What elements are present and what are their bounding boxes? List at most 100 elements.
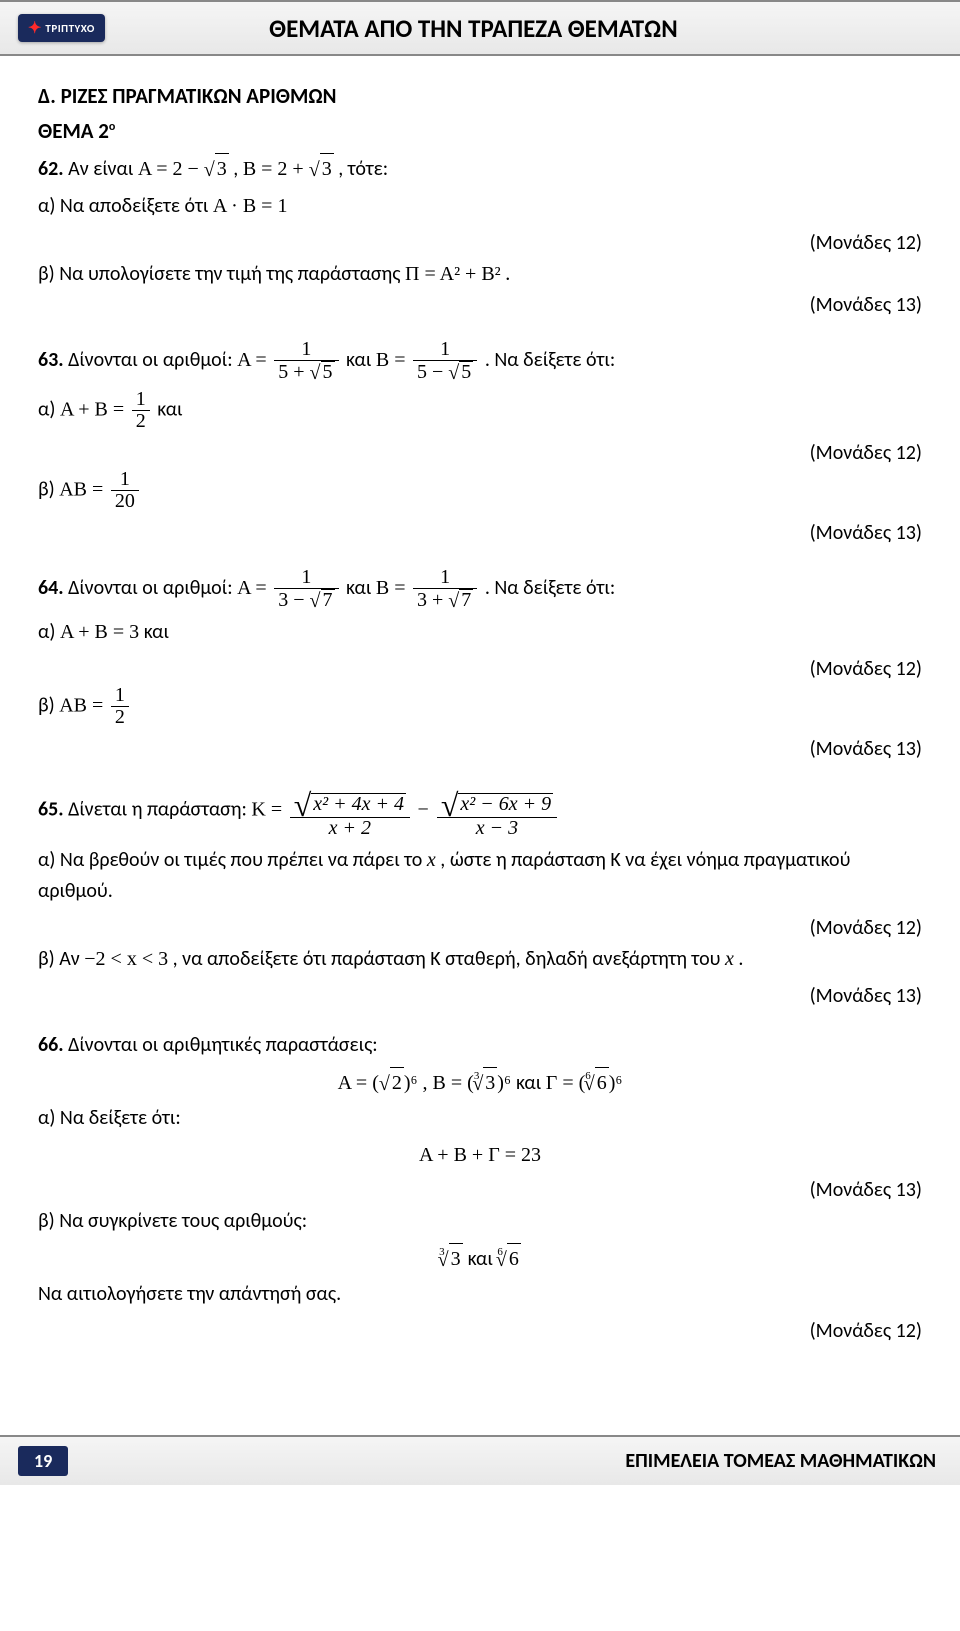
expr: ΑΒ = xyxy=(59,694,103,716)
numerator: 1 xyxy=(132,389,150,411)
denominator: 5 − 5 xyxy=(413,361,477,383)
question-62: 62. Αν είναι Α = 2 − 3 , Β = 2 + 3 , τότ… xyxy=(38,153,922,321)
tail: , τότε: xyxy=(334,157,388,181)
tail: και xyxy=(153,397,183,421)
numerator: 1 xyxy=(413,567,477,589)
q64-b: β) ΑΒ = 1 2 xyxy=(38,685,922,728)
numerator: 1 xyxy=(274,567,338,589)
b-eq: Β = xyxy=(376,349,406,371)
radicand: 3 xyxy=(449,1243,463,1275)
page-title: ΘΕΜΑΤΑ ΑΠΟ ΤΗΝ ΤΡΑΠΕΖΑ ΘΕΜΑΤΩΝ xyxy=(105,13,942,44)
q66-number: 66. xyxy=(38,1033,64,1057)
denominator: 3 − 7 xyxy=(274,589,338,611)
footer-text: ΕΠΙΜΕΛΕΙΑ ΤΟΜΕΑΣ ΜΑΘΗΜΑΤΙΚΩΝ xyxy=(68,1449,942,1473)
b-eq: Β = xyxy=(433,1072,468,1094)
q66-b: β) Να συγκρίνετε τους αριθμούς: xyxy=(38,1206,922,1237)
text: Δίνονται οι αριθμοί: xyxy=(64,576,237,600)
expr: Π = Α² + Β² xyxy=(405,263,501,285)
q64-a: α) Α + Β = 3 και xyxy=(38,617,922,648)
radicand: 6 xyxy=(507,1243,521,1275)
page-number: 19 xyxy=(18,1446,68,1476)
text: Δίνεται η παράσταση: xyxy=(64,798,252,822)
g-eq: Γ = xyxy=(546,1072,579,1094)
q66-b-points-row: (Μονάδες 12) xyxy=(38,1316,922,1347)
sqrt-icon: 2 xyxy=(379,1067,404,1099)
question-64: 64. Δίνονται οι αριθμοί: Α = 1 3 − 7 και… xyxy=(38,567,922,765)
q63-a-points-row: (Μονάδες 12) xyxy=(38,438,922,469)
fraction: 1 2 xyxy=(132,389,150,432)
footer-bar: 19 ΕΠΙΜΕΛΕΙΑ ΤΟΜΕΑΣ ΜΑΘΗΜΑΤΙΚΩΝ xyxy=(0,1435,960,1485)
q62-b-points-row: (Μονάδες 13) xyxy=(38,290,922,321)
logo-text: ΤΡΙΠΤΥΧΟ xyxy=(45,22,94,35)
points: (Μονάδες 13) xyxy=(790,518,922,549)
sep: , xyxy=(418,1072,433,1094)
q65-b: β) Αν −2 < x < 3 , να αποδείξετε ότι παρ… xyxy=(38,944,922,975)
fraction: x² − 6x + 9 x − 3 xyxy=(437,783,557,839)
a-eq: Α = xyxy=(237,349,267,371)
q64-b-points-row: (Μονάδες 13) xyxy=(38,734,922,765)
sqrt-icon: 3 xyxy=(438,1243,463,1275)
b-eq: Β = xyxy=(376,577,406,599)
text2: , να αποδείξετε ότι παράσταση Κ σταθερή,… xyxy=(168,947,725,971)
sqrt-icon: 3 xyxy=(472,1067,497,1099)
radicand: 5 xyxy=(459,361,473,383)
numerator: x² − 6x + 9 xyxy=(437,783,557,818)
text: β) Αν xyxy=(38,947,84,971)
close: )⁶ xyxy=(404,1072,418,1094)
text: 3 − xyxy=(278,589,309,611)
q62-intro-text: Αν είναι xyxy=(64,157,138,181)
logo: ✦ ΤΡΙΠΤΥΧΟ xyxy=(18,14,105,42)
sqrt-icon: 6 xyxy=(496,1243,521,1275)
q65-intro: 65. Δίνεται η παράσταση: Κ = x² + 4x + 4… xyxy=(38,783,922,839)
radicand: 3 xyxy=(215,153,229,185)
q62-a-points-row: (Μονάδες 12) xyxy=(38,228,922,259)
tail: . Να δείξετε ότι: xyxy=(485,576,615,600)
expr: Α + Β = 3 xyxy=(60,621,139,643)
var-x: x xyxy=(427,849,436,871)
sep: , xyxy=(229,157,243,181)
q62-b-def: Β = 2 + xyxy=(243,158,309,180)
and: και xyxy=(346,576,376,600)
points: (Μονάδες 12) xyxy=(790,1316,922,1347)
q62-a-def: Α = 2 − xyxy=(138,158,204,180)
radicand: 3 xyxy=(483,1067,497,1099)
denominator: 2 xyxy=(132,411,150,432)
text: β) xyxy=(38,693,59,717)
q66-a: α) Να δείξετε ότι: xyxy=(38,1103,922,1134)
fraction: x² + 4x + 4 x + 2 xyxy=(290,783,410,839)
text: 5 − xyxy=(417,361,448,383)
q62-number: 62. xyxy=(38,157,64,181)
text: Δίνονται οι αριθμητικές παραστάσεις: xyxy=(64,1033,378,1057)
close: )⁶ xyxy=(609,1072,623,1094)
denominator: 5 + 5 xyxy=(274,361,338,383)
q66-compare: 33 και 66 xyxy=(38,1243,922,1275)
points: (Μονάδες 12) xyxy=(790,913,922,944)
dot: . xyxy=(734,947,744,971)
theme-label: ΘΕΜΑ 2ο xyxy=(38,115,922,148)
q65-number: 65. xyxy=(38,798,64,822)
radicand: x² + 4x + 4 xyxy=(311,793,406,815)
q66-a-points-row: (Μονάδες 13) xyxy=(38,1175,922,1206)
q66-expressions: Α = (2)⁶ , Β = (33)⁶ και Γ = (66)⁶ xyxy=(38,1067,922,1099)
fraction: 1 5 + 5 xyxy=(274,339,338,383)
numerator: 1 xyxy=(111,469,139,491)
q63-number: 63. xyxy=(38,348,64,372)
q64-intro: 64. Δίνονται οι αριθμοί: Α = 1 3 − 7 και… xyxy=(38,567,922,611)
points: (Μονάδες 12) xyxy=(790,654,922,685)
text: α) Να αποδείξετε ότι xyxy=(38,194,213,218)
numerator: x² + 4x + 4 xyxy=(290,783,410,818)
q64-a-points-row: (Μονάδες 12) xyxy=(38,654,922,685)
radicand: 7 xyxy=(459,589,473,611)
tail: . Να δείξετε ότι: xyxy=(485,348,615,372)
sqrt-icon: 3 xyxy=(204,153,229,185)
q63-intro: 63. Δίνονται οι αριθμοί: Α = 1 5 + 5 και… xyxy=(38,339,922,383)
sqrt-icon: 7 xyxy=(448,589,473,611)
q66-sum: Α + Β + Γ = 23 xyxy=(38,1140,922,1171)
text: α) xyxy=(38,397,60,421)
logo-icon: ✦ xyxy=(28,18,41,38)
sqrt-icon: x² − 6x + 9 xyxy=(441,783,553,817)
points: (Μονάδες 13) xyxy=(790,734,922,765)
sqrt-icon: 3 xyxy=(309,153,334,185)
radicand: 5 xyxy=(321,361,335,383)
q64-number: 64. xyxy=(38,576,64,600)
